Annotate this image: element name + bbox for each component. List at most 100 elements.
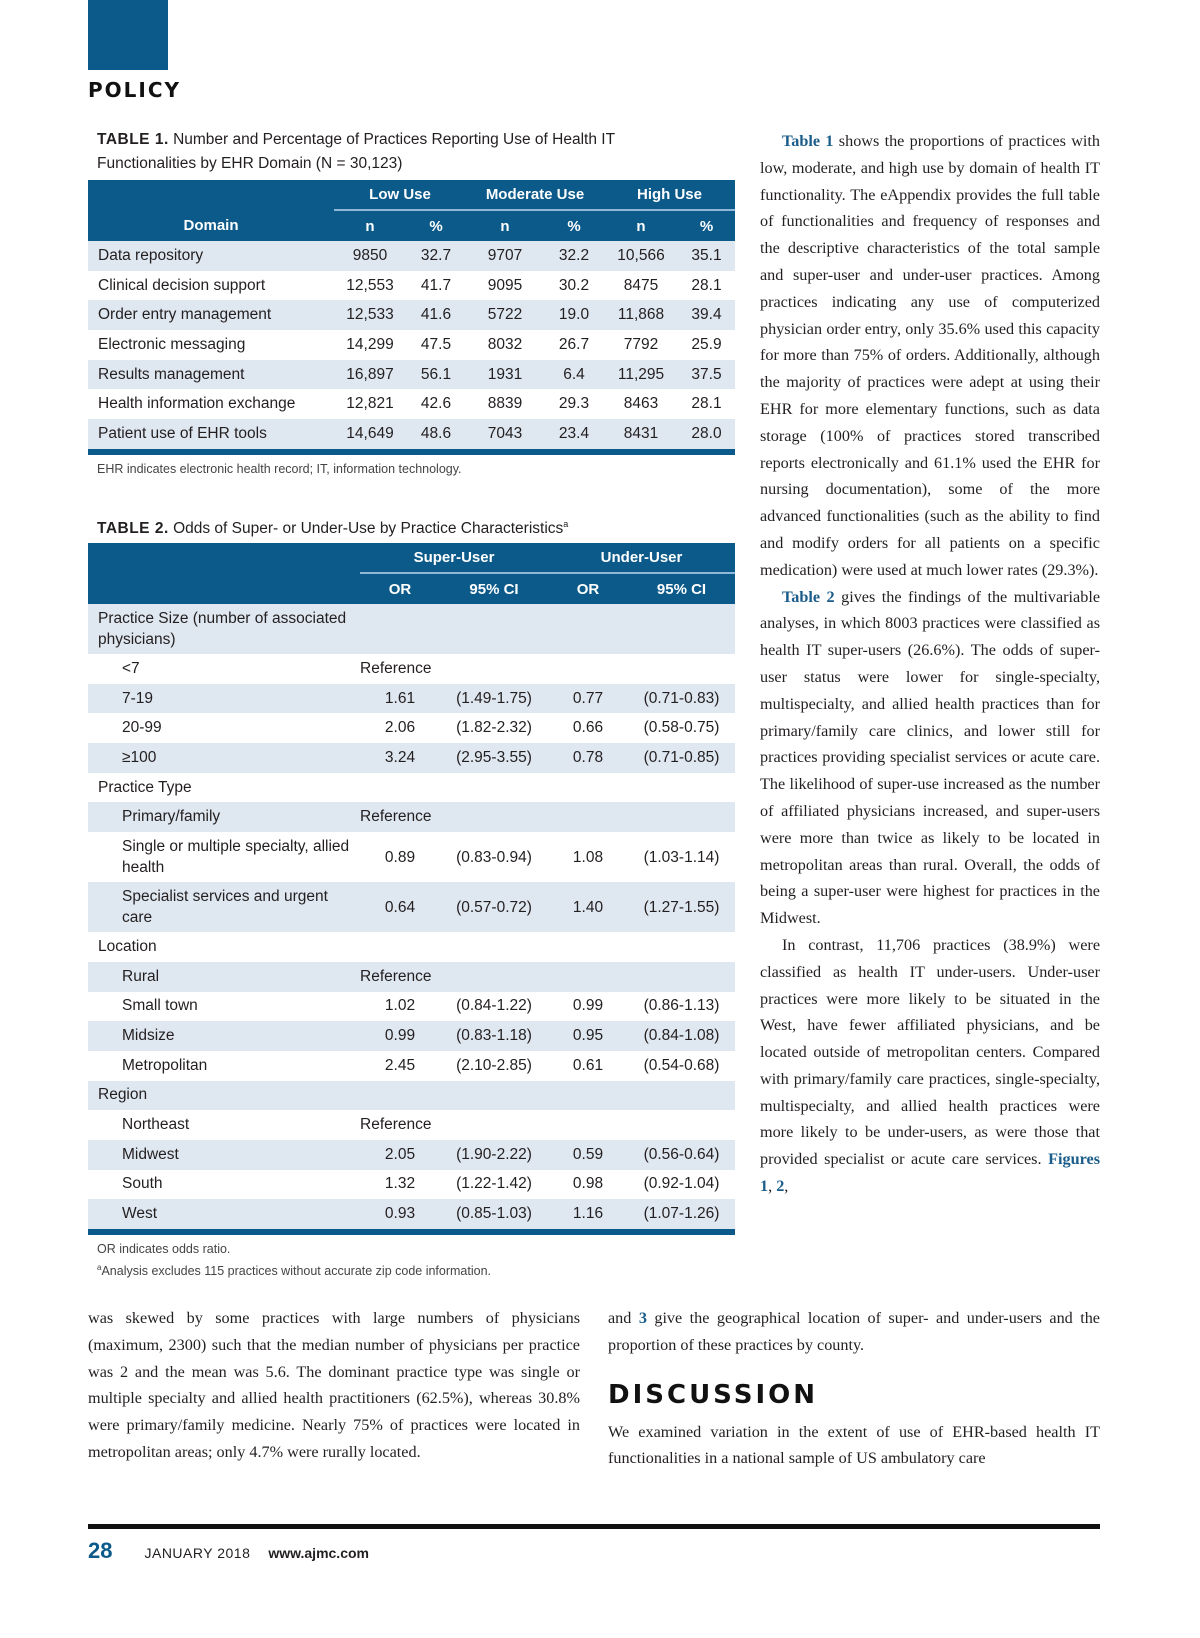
table-row: ≥100 3.24 (2.95-3.55) 0.78 (0.71-0.85) bbox=[88, 743, 735, 773]
row-label: ≥100 bbox=[88, 743, 360, 773]
table-row: Primary/family Reference bbox=[88, 802, 735, 833]
table-row: 7-19 1.61 (1.49-1.75) 0.77 (0.71-0.83) bbox=[88, 683, 735, 714]
table-row: Patient use of EHR tools 14,649 48.6 7043 23… bbox=[88, 419, 735, 449]
cell bbox=[628, 604, 735, 654]
cell bbox=[360, 1080, 440, 1111]
row-label: Metropolitan bbox=[122, 1056, 208, 1074]
row-label: Small town bbox=[122, 997, 198, 1015]
table-row: Specialist services and urgent care 0.64(… bbox=[88, 882, 735, 933]
table-row: Region bbox=[88, 1080, 735, 1111]
cell: 0.98 bbox=[572, 1175, 604, 1193]
figure3-link[interactable]: 3 bbox=[638, 1309, 647, 1327]
group-low-use: Low Use bbox=[334, 180, 466, 211]
cell: 39.4 bbox=[678, 300, 735, 331]
row-label: Midwest bbox=[88, 1139, 360, 1170]
cell: (0.57-0.72) bbox=[440, 882, 548, 933]
cell: 0.99 bbox=[572, 997, 604, 1015]
table-row: Small town 1.02 (0.84-1.22) 0.99 (0.86-1.13) bbox=[88, 992, 735, 1022]
reference-cell: Reference bbox=[360, 961, 735, 992]
table1-link[interactable]: Table 1 bbox=[782, 132, 834, 150]
row-label: Rural bbox=[88, 961, 360, 992]
row-label: West bbox=[88, 1199, 360, 1229]
group-moderate-use: Moderate Use bbox=[466, 180, 604, 211]
paragraph: Table 1 shows the proportions of practic… bbox=[760, 132, 1101, 579]
cell: 1.16 bbox=[548, 1199, 628, 1229]
footer-rule bbox=[88, 1524, 1100, 1529]
figure1-link[interactable]: Figures 1 bbox=[760, 1150, 1100, 1196]
cell: 28.1 bbox=[691, 395, 722, 413]
cell: 28.1 bbox=[691, 276, 722, 294]
cell: 0.93 bbox=[360, 1199, 440, 1229]
cell: 23.4 bbox=[544, 419, 604, 449]
bottom-left-text: was skewed by some practices with large … bbox=[88, 1305, 580, 1466]
row-label: Order entry management bbox=[88, 300, 334, 331]
cell: 9850 bbox=[334, 241, 406, 271]
cell: 1931 bbox=[466, 359, 544, 390]
cell: 32.2 bbox=[544, 241, 604, 271]
cell: 12,533 bbox=[334, 300, 406, 331]
cell: (1.22-1.42) bbox=[456, 1175, 532, 1193]
category-label: Location bbox=[98, 937, 157, 955]
cell: (1.07-1.26) bbox=[628, 1199, 735, 1229]
table2-title: Odds of Super- or Under-Use by Practice … bbox=[173, 520, 564, 538]
cell: 2.45 bbox=[384, 1056, 416, 1074]
table2-notes: OR indicates odds ratio. aAnalysis exclu… bbox=[97, 1241, 491, 1280]
table-row: Practice Size (number of associated phys… bbox=[88, 604, 735, 654]
category-label: Region bbox=[88, 1080, 360, 1111]
cell: 25.9 bbox=[691, 335, 722, 353]
row-label: Clinical decision support bbox=[98, 276, 266, 294]
cell: 12,553 bbox=[346, 276, 394, 294]
discussion-heading: DISCUSSION bbox=[608, 1379, 818, 1410]
cell: (0.85-1.03) bbox=[440, 1199, 548, 1229]
cell: 35.1 bbox=[678, 241, 735, 271]
section-label: POLICY bbox=[88, 78, 182, 102]
table-row: Order entry management 12,533 41.6 5722 19.0… bbox=[88, 300, 735, 331]
table2-bottom-bar bbox=[88, 1229, 735, 1235]
cell: 0.64 bbox=[360, 882, 440, 933]
cell: 8475 bbox=[623, 276, 659, 294]
cell: 6.4 bbox=[544, 359, 604, 390]
cell bbox=[440, 1080, 548, 1111]
cell: 0.77 bbox=[548, 683, 628, 714]
section-color-block bbox=[88, 0, 168, 70]
page-number: 28 bbox=[88, 1538, 113, 1563]
cell: (0.83-1.18) bbox=[440, 1021, 548, 1051]
table-row: Midsize 0.99 (0.83-1.18) 0.95 (0.84-1.08) bbox=[88, 1021, 735, 1051]
table2-link[interactable]: Table 2 bbox=[782, 587, 835, 606]
cell bbox=[360, 773, 440, 803]
table1: Low Use Moderate Use High Use Domain n% n%… bbox=[88, 180, 735, 455]
table-row: Health information exchange 12,821 42.6 883… bbox=[88, 389, 735, 419]
cell: (2.10-2.85) bbox=[456, 1056, 532, 1074]
table1-note: EHR indicates electronic health record; … bbox=[97, 462, 462, 476]
column-header: Domain bbox=[88, 210, 334, 241]
cell: 37.5 bbox=[678, 359, 735, 390]
cell: 12,821 bbox=[346, 395, 394, 413]
figure2-link[interactable]: 2 bbox=[776, 1177, 785, 1196]
cell: 26.7 bbox=[558, 335, 590, 353]
table2-caption: TABLE 2. Odds of Super- or Under-Use by … bbox=[97, 512, 737, 541]
table-row: Results management 16,897 56.1 1931 6.4 11,29… bbox=[88, 359, 735, 390]
cell: 28.0 bbox=[678, 419, 735, 449]
cell: (1.27-1.55) bbox=[628, 882, 735, 933]
cell: (1.49-1.75) bbox=[440, 683, 548, 714]
cell: 2.06 bbox=[384, 719, 416, 737]
cell bbox=[548, 604, 628, 654]
cell bbox=[628, 773, 735, 803]
table-row: Electronic messaging 14,299 47.5 8032 26.7 77… bbox=[88, 330, 735, 360]
table-row: Midwest 2.05 (1.90-2.22) 0.59 (0.56-0.64) bbox=[88, 1139, 735, 1170]
footer: 28 JANUARY 2018 www.ajmc.com bbox=[88, 1538, 369, 1564]
cell: 0.66 bbox=[572, 719, 604, 737]
cell: 0.99 bbox=[360, 1021, 440, 1051]
table2-note: aAnalysis excludes 115 practices without… bbox=[97, 1262, 492, 1278]
row-label: Midsize bbox=[88, 1021, 360, 1051]
table1-caption: TABLE 1. Number and Percentage of Practi… bbox=[97, 128, 697, 176]
table2-note: OR indicates odds ratio. bbox=[97, 1242, 231, 1256]
cell: 0.89 bbox=[384, 848, 416, 866]
cell bbox=[440, 604, 548, 654]
website-link[interactable]: www.ajmc.com bbox=[268, 1545, 369, 1561]
column-header: n bbox=[604, 210, 678, 241]
cell: (0.58-0.75) bbox=[643, 719, 720, 737]
cell: 0.78 bbox=[548, 743, 628, 773]
cell: 41.7 bbox=[420, 276, 452, 294]
cell bbox=[440, 932, 548, 962]
